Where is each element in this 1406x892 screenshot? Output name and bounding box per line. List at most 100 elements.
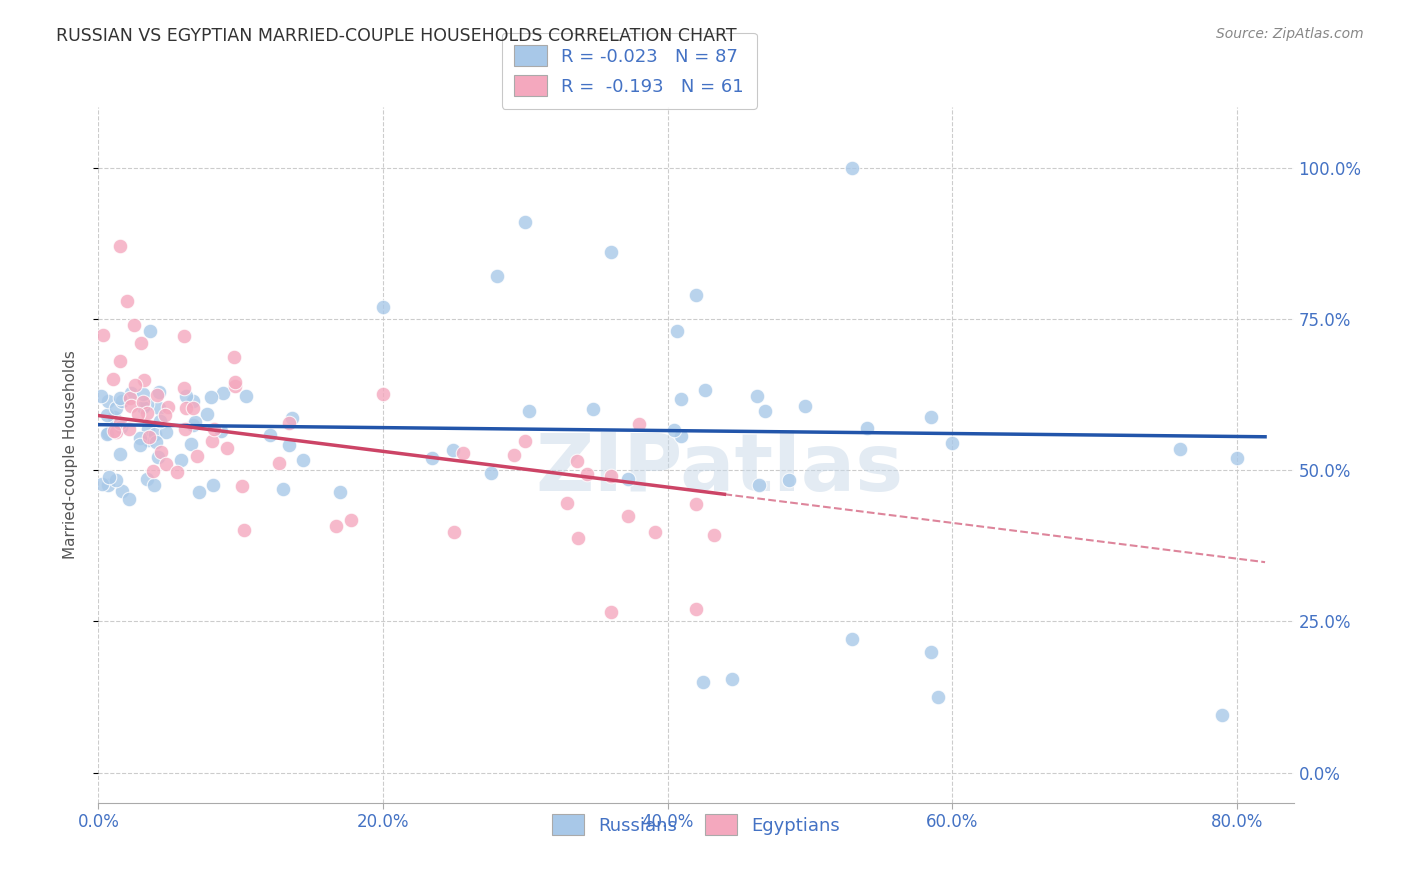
Point [451, 446, 474, 460]
Point [174, 389, 197, 403]
Point [115, 293, 138, 308]
Point [325, 519, 347, 533]
Point [1226, 450, 1249, 465]
Point [153, 409, 176, 423]
Point [616, 472, 638, 486]
Point [281, 411, 304, 425]
Point [183, 417, 205, 432]
Point [108, 447, 131, 461]
Point [233, 523, 256, 537]
Point [138, 430, 160, 444]
Point [441, 443, 464, 458]
Point [143, 426, 166, 441]
Point [224, 378, 246, 392]
Point [111, 483, 134, 498]
Point [122, 318, 145, 332]
Point [132, 395, 155, 409]
Point [515, 215, 537, 229]
Point [184, 415, 207, 429]
Point [136, 406, 159, 420]
Point [231, 479, 253, 493]
Point [644, 525, 666, 540]
Point [599, 245, 621, 260]
Point [941, 435, 963, 450]
Point [555, 496, 578, 510]
Point [136, 434, 159, 448]
Point [277, 416, 299, 430]
Point [170, 452, 193, 467]
Point [105, 474, 128, 488]
Point [1211, 708, 1233, 723]
Point [103, 409, 125, 424]
Point [148, 401, 170, 415]
Point [127, 407, 149, 421]
Point [103, 424, 125, 438]
Point [155, 457, 177, 471]
Point [90, 477, 112, 491]
Point [173, 329, 195, 343]
Point [669, 429, 692, 443]
Point [180, 437, 202, 451]
Point [271, 482, 294, 496]
Point [155, 425, 177, 440]
Point [340, 513, 363, 527]
Point [139, 325, 162, 339]
Point [201, 434, 224, 449]
Point [720, 672, 742, 686]
Point [90, 389, 112, 403]
Point [174, 401, 197, 415]
Point [149, 414, 172, 428]
Point [748, 477, 770, 491]
Point [108, 239, 131, 253]
Point [181, 401, 204, 415]
Point [201, 478, 224, 492]
Point [134, 374, 156, 388]
Point [209, 424, 232, 438]
Point [695, 383, 717, 397]
Point [855, 420, 877, 434]
Point [96, 408, 118, 422]
Point [145, 434, 167, 449]
Point [754, 404, 776, 418]
Point [703, 528, 725, 542]
Point [920, 644, 942, 658]
Point [259, 428, 281, 442]
Point [920, 409, 942, 424]
Point [628, 417, 651, 431]
Point [108, 416, 131, 430]
Point [146, 388, 169, 402]
Point [118, 491, 141, 506]
Point [479, 467, 502, 481]
Point [146, 450, 169, 464]
Point [685, 287, 707, 301]
Point [235, 389, 257, 403]
Point [692, 674, 714, 689]
Point [485, 269, 508, 284]
Point [101, 372, 124, 386]
Point [841, 161, 863, 175]
Point [685, 602, 707, 616]
Y-axis label: Married-couple Households: Married-couple Households [63, 351, 77, 559]
Point [503, 448, 526, 462]
Point [202, 422, 225, 436]
Point [173, 381, 195, 395]
Point [128, 438, 150, 452]
Point [291, 453, 314, 467]
Text: Source: ZipAtlas.com: Source: ZipAtlas.com [1216, 27, 1364, 41]
Point [517, 403, 540, 417]
Point [329, 485, 352, 500]
Point [97, 478, 120, 492]
Point [575, 467, 598, 481]
Point [157, 401, 180, 415]
Point [515, 434, 537, 449]
Point [617, 509, 640, 524]
Point [841, 632, 863, 647]
Point [181, 394, 204, 409]
Point [98, 470, 121, 484]
Text: ZIPatlas: ZIPatlas [536, 430, 904, 508]
Point [422, 450, 444, 465]
Point [108, 354, 131, 368]
Point [149, 445, 172, 459]
Point [128, 431, 150, 445]
Point [166, 465, 188, 479]
